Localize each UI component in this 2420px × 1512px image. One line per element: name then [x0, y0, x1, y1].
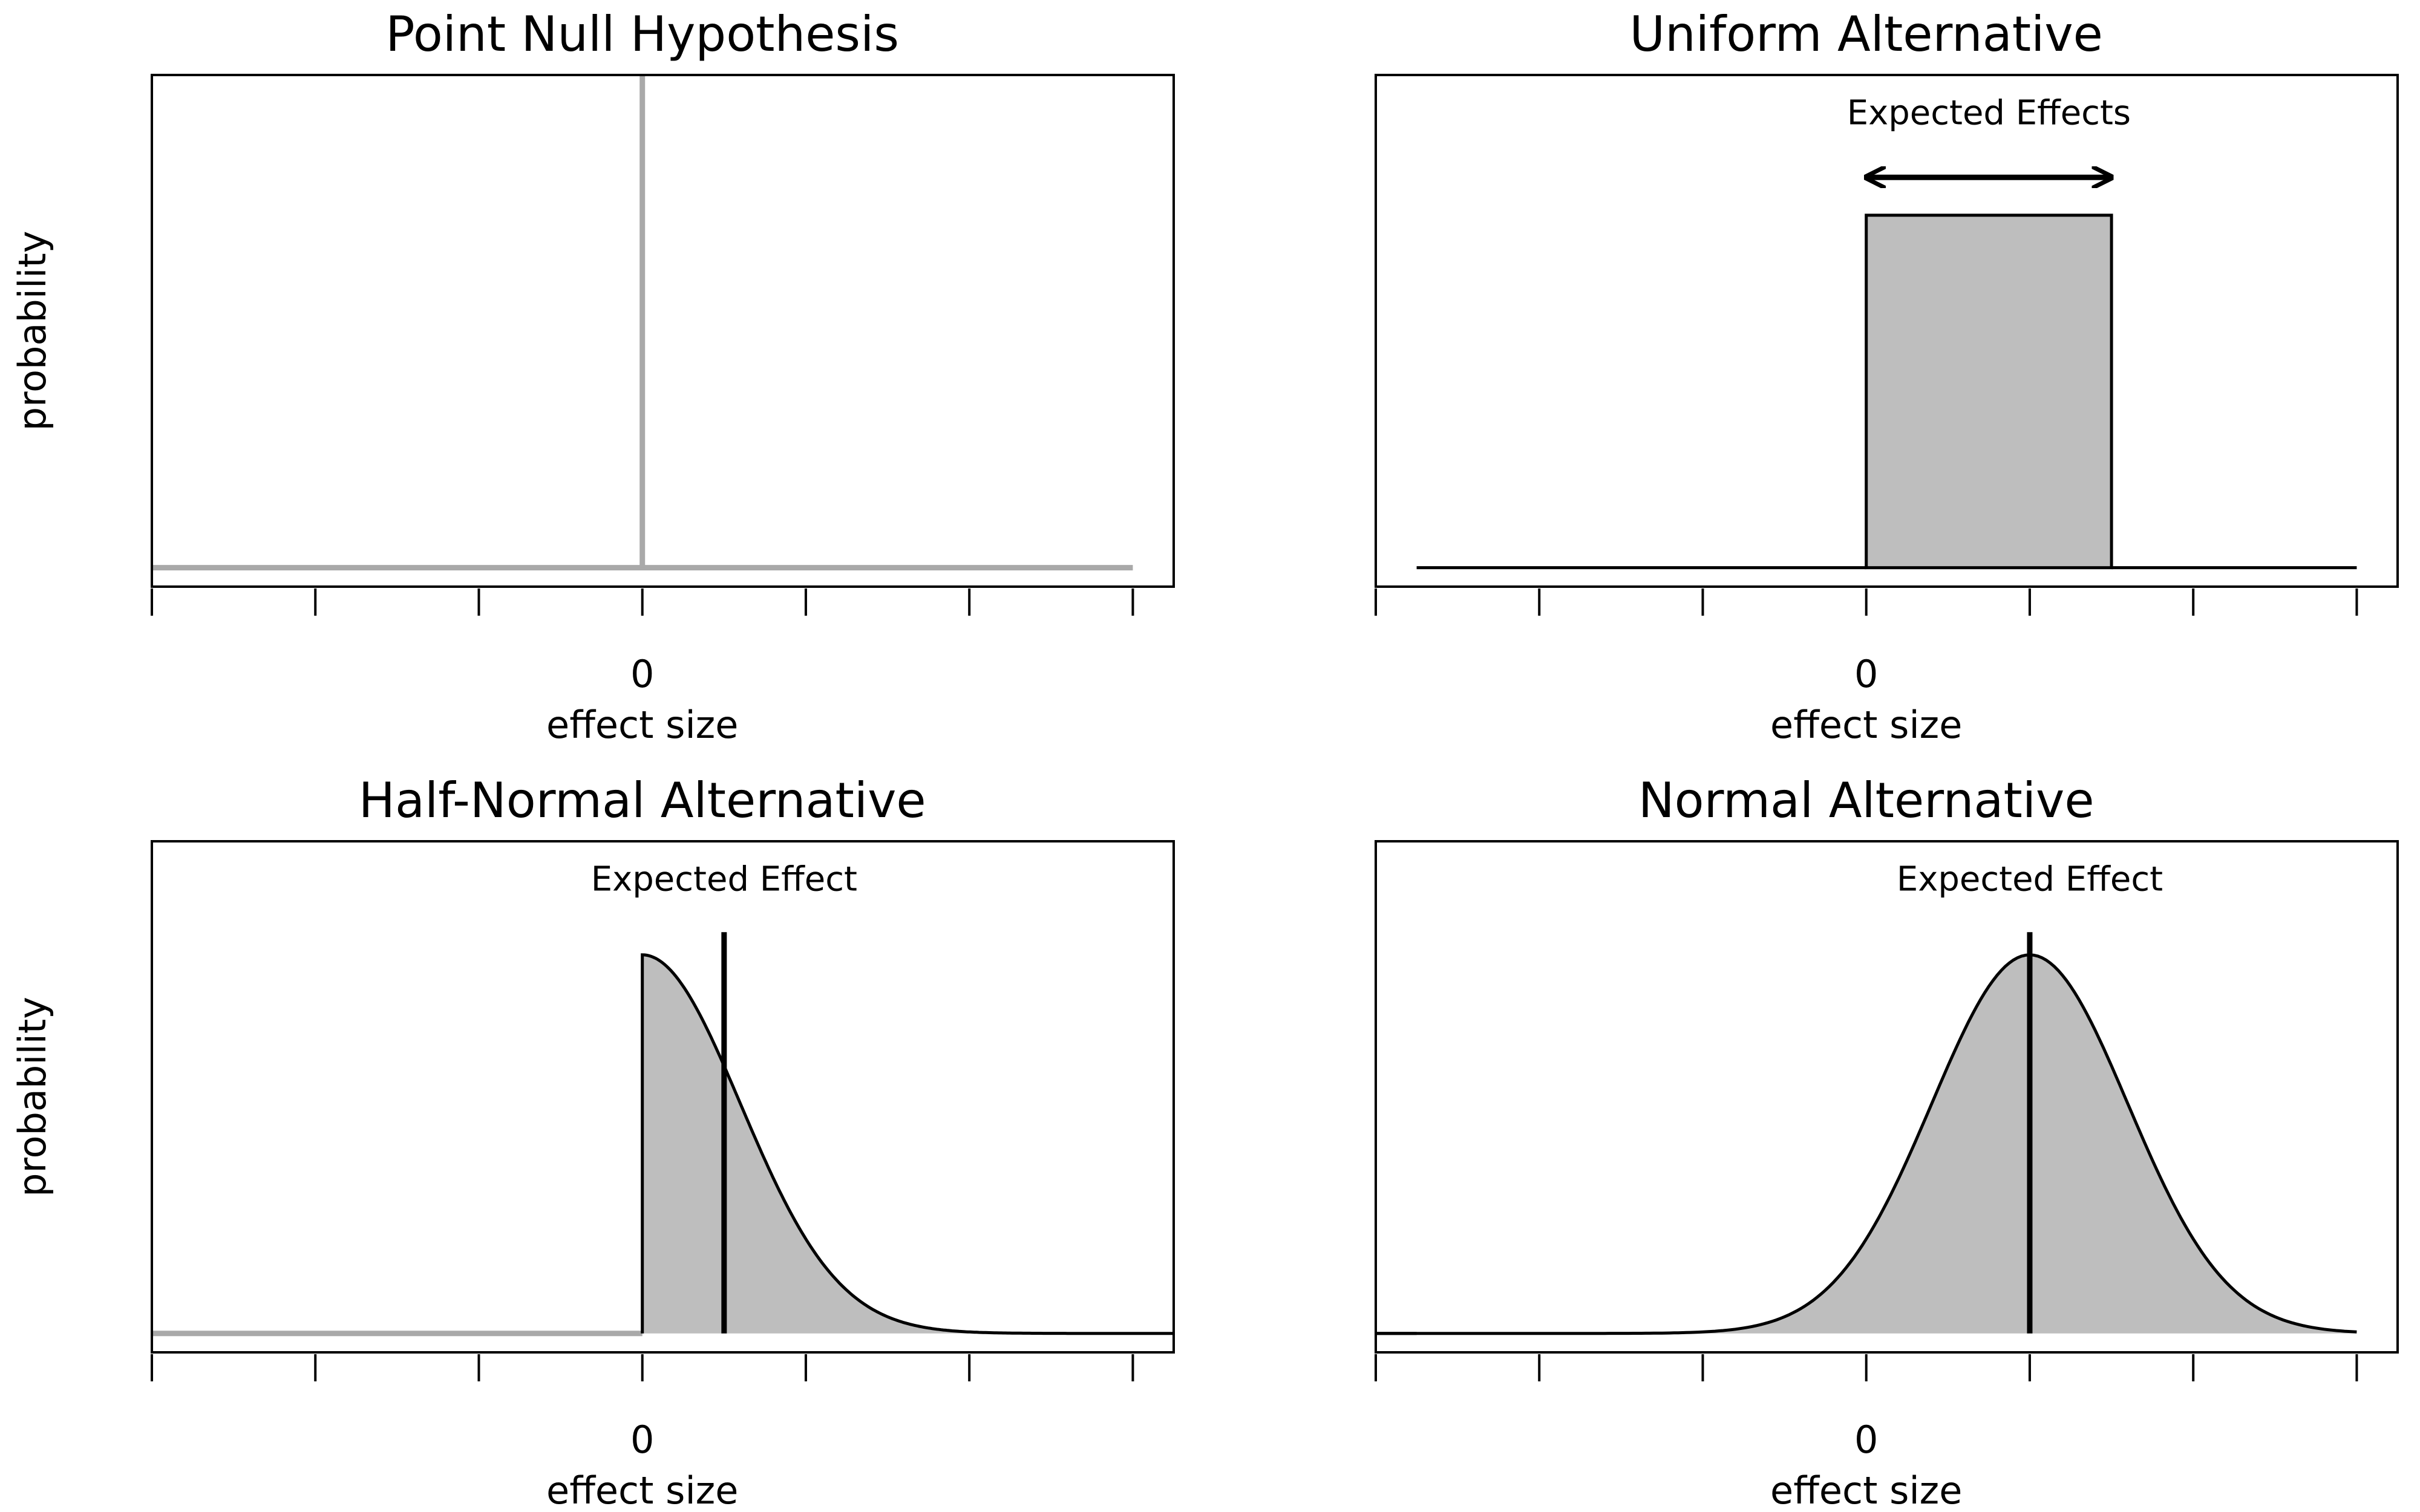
panel-2: Expected Effects 0 effect size Uniform Alte…: [1375, 6, 2399, 747]
x-tick-label: 0: [1854, 1418, 1878, 1462]
plot-frame: [1375, 840, 2399, 1354]
x-tick-label: 0: [630, 1418, 654, 1462]
normal-density-area: [1376, 954, 2357, 1334]
half-normal-density-area: [642, 954, 1174, 1334]
panel-4: Expected Effect 0 effect size Normal Altern…: [1375, 772, 2399, 1512]
x-axis-label: effect size: [546, 703, 738, 747]
panel-3: Expected Effect 0 effect size probability Ha…: [10, 772, 1175, 1512]
y-axis-label: probability: [10, 997, 54, 1197]
annotation-label: Expected Effect: [591, 859, 857, 899]
panel-title: Normal Alternative: [1638, 772, 2095, 829]
annotation-label: Expected Effect: [1897, 859, 2163, 899]
half-normal-density-curve: [641, 953, 1174, 1335]
panel-title: Point Null Hypothesis: [385, 6, 899, 62]
x-axis-label: effect size: [1770, 1468, 1962, 1512]
annotation-label: Expected Effects: [1847, 93, 2131, 132]
plot-frame: [151, 74, 1175, 588]
uniform-density-area: [1865, 213, 2113, 570]
x-tick-label: 0: [630, 652, 654, 696]
plot-frame: [151, 840, 1175, 1354]
x-axis-label: effect size: [546, 1468, 738, 1512]
plot-frame: [1375, 74, 2399, 588]
panel-title: Uniform Alternative: [1630, 6, 2103, 62]
panel-title: Half-Normal Alternative: [359, 772, 926, 829]
y-axis-label: probability: [10, 231, 54, 431]
x-axis-label: effect size: [1770, 703, 1962, 747]
panel-1: 0 effect size probability Point Null Hypoth…: [10, 6, 1175, 747]
normal-density-curve: [1376, 953, 2357, 1335]
x-tick-label: 0: [1854, 652, 1878, 696]
